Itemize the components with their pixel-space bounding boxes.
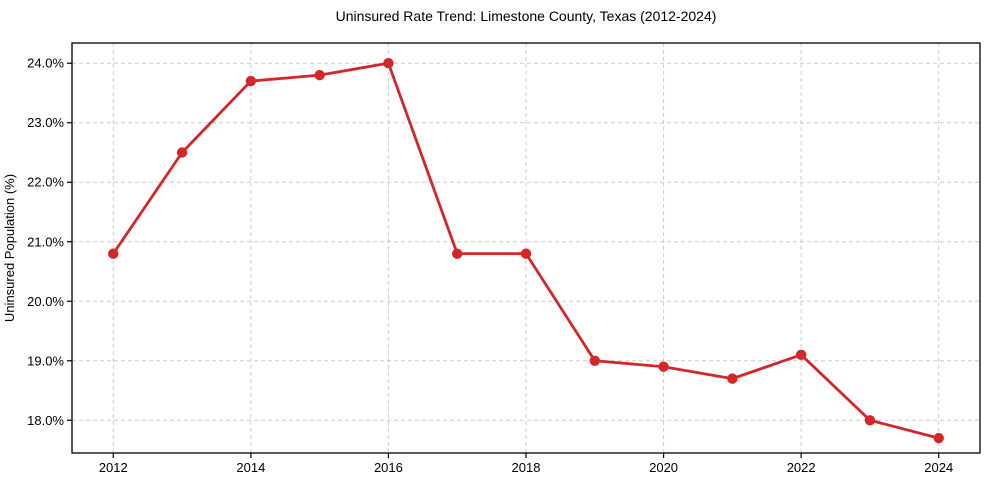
data-point xyxy=(795,349,807,361)
x-tick-label: 2024 xyxy=(924,460,953,475)
y-tick-label: 20.0% xyxy=(27,294,64,309)
data-point xyxy=(452,248,463,259)
x-tick-labels: 2012 2014 2016 2018 2020 2022 2024 xyxy=(99,460,953,475)
y-tick-label: 19.0% xyxy=(27,353,64,368)
y-tick-label: 18.0% xyxy=(27,413,64,428)
y-tick-labels: 18.0% 19.0% 20.0% 21.0% 22.0% 23.0% 24.0% xyxy=(27,56,64,428)
data-point xyxy=(589,355,600,366)
y-axis-label: Uninsured Population (%) xyxy=(2,174,17,322)
axis-ticks xyxy=(67,62,940,458)
x-tick-label: 2012 xyxy=(99,460,128,475)
data-point xyxy=(658,361,669,372)
y-tick-label: 21.0% xyxy=(27,234,64,249)
data-point xyxy=(176,147,188,158)
data-point xyxy=(245,75,257,87)
data-point xyxy=(864,415,876,426)
x-tick-label: 2014 xyxy=(236,460,265,475)
x-tick-label: 2020 xyxy=(649,460,678,475)
gridlines xyxy=(72,43,980,453)
y-tick-label: 24.0% xyxy=(27,56,64,71)
data-point xyxy=(314,69,325,81)
data-series xyxy=(108,58,944,444)
data-point xyxy=(108,248,119,259)
y-tick-label: 23.0% xyxy=(27,115,64,130)
data-point xyxy=(520,248,532,259)
x-tick-label: 2018 xyxy=(512,460,541,475)
data-point xyxy=(727,373,738,384)
data-point xyxy=(383,58,394,69)
data-point xyxy=(933,432,944,444)
y-tick-label: 22.0% xyxy=(27,175,64,190)
x-tick-label: 2016 xyxy=(374,460,403,475)
x-tick-label: 2022 xyxy=(787,460,816,475)
chart-title: Uninsured Rate Trend: Limestone County, … xyxy=(336,8,717,24)
